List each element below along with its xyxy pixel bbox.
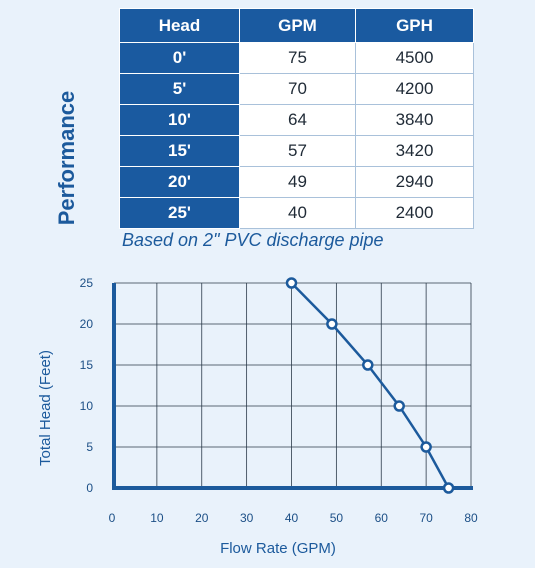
chart-grid <box>114 282 472 488</box>
cell-gph: 2940 <box>355 166 474 198</box>
y-tick-label: 10 <box>80 399 94 413</box>
x-tick-label: 60 <box>375 511 389 525</box>
header-gpm: GPM <box>239 8 356 43</box>
y-tick-label: 20 <box>80 317 94 331</box>
y-tick-label: 25 <box>80 276 94 290</box>
x-axis-title: Flow Rate (GPM) <box>220 540 336 557</box>
y-tick-label: 5 <box>86 440 93 454</box>
table-row: 0' 75 4500 <box>119 42 474 74</box>
data-point <box>326 318 338 330</box>
series-line <box>290 282 450 489</box>
cell-gph: 4500 <box>355 42 474 74</box>
performance-label: Performance <box>54 90 79 226</box>
cell-head: 5' <box>119 73 240 105</box>
x-tick-label: 50 <box>330 511 344 525</box>
data-point <box>285 277 298 289</box>
chart-series <box>285 277 455 494</box>
x-tick-label: 80 <box>464 511 478 525</box>
chart-axes <box>112 283 473 490</box>
cell-gpm: 75 <box>239 42 356 74</box>
data-point <box>420 441 432 453</box>
table-row: 5' 70 4200 <box>119 73 474 105</box>
y-tick-label: 0 <box>86 481 93 495</box>
y-tick-label: 15 <box>80 358 94 372</box>
cell-head: 25' <box>119 197 240 229</box>
x-tick-label: 70 <box>419 511 433 525</box>
table-caption: Based on 2" PVC discharge pipe <box>122 230 384 250</box>
performance-table: Head GPM GPH 0' 75 4500 5' 70 4200 10' 6… <box>119 8 474 229</box>
data-point <box>362 359 374 371</box>
cell-gph: 3420 <box>355 135 474 167</box>
table-row: 10' 64 3840 <box>119 104 474 136</box>
x-tick-label: 20 <box>195 511 209 525</box>
header-head: Head <box>119 8 240 43</box>
x-tick-label: 40 <box>285 511 299 525</box>
cell-gpm: 57 <box>239 135 356 167</box>
performance-chart: 0 10 20 30 40 50 60 70 80 0 5 10 15 20 25 Flow Rate (G… <box>37 276 478 557</box>
chart-ticks: 0 10 20 30 40 50 60 70 80 0 5 10 15 20 25 <box>80 276 478 525</box>
table-row: 20' 49 2940 <box>119 166 474 198</box>
cell-gph: 4200 <box>355 73 474 105</box>
table-header-row: Head GPM GPH <box>119 8 474 43</box>
cell-gpm: 70 <box>239 73 356 105</box>
cell-gpm: 49 <box>239 166 356 198</box>
data-point <box>442 482 455 494</box>
cell-gpm: 64 <box>239 104 356 136</box>
table-row: 15' 57 3420 <box>119 135 474 167</box>
x-tick-label: 10 <box>150 511 164 525</box>
y-axis-title: Total Head (Feet) <box>37 350 54 466</box>
header-gph: GPH <box>355 8 474 43</box>
data-point <box>393 400 405 412</box>
cell-gph: 3840 <box>355 104 474 136</box>
x-tick-label: 30 <box>240 511 254 525</box>
x-tick-label: 0 <box>109 511 116 525</box>
cell-gph: 2400 <box>355 197 474 229</box>
cell-head: 20' <box>119 166 240 198</box>
table-row: 25' 40 2400 <box>119 197 474 229</box>
cell-head: 15' <box>119 135 240 167</box>
cell-gpm: 40 <box>239 197 356 229</box>
cell-head: 0' <box>119 42 240 74</box>
cell-head: 10' <box>119 104 240 136</box>
